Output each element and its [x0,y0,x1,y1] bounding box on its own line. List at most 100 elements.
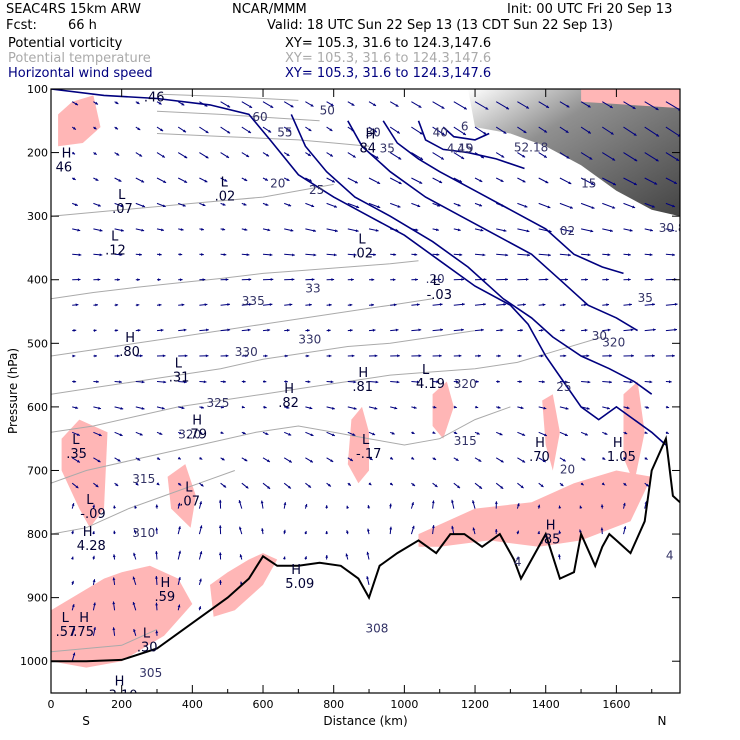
extremum-value: .07 [179,494,200,509]
wind-vector [453,278,465,281]
wind-vector [602,380,612,384]
extremum-marker: L.07 [179,480,200,509]
wind-vector-head [181,303,185,307]
wind-vector [538,152,548,159]
extremum-value: .31 [169,371,190,386]
wind-vector [284,328,290,332]
wind-vector-head [218,552,222,556]
wind-vector [156,228,165,232]
wind-vector [644,202,655,208]
theta-contour-310 [51,470,235,535]
wind-vector [453,482,461,489]
extremum-value: 3.10 [109,688,138,703]
extremum-kind: L [118,188,126,203]
wind-vector [538,303,546,307]
wind-vector [262,278,274,281]
wind-vector-head [565,407,569,410]
wind-vector [218,552,222,560]
wind-vector [474,228,484,232]
wind-vector-head [389,503,392,507]
wind-vector-head [479,179,483,182]
wind-vector-head [375,380,379,384]
wind-vector-head [239,554,243,558]
wind-vector [220,152,230,159]
wind-vector [114,228,124,232]
wind-vector [411,101,422,109]
wind-vector-head [132,576,136,580]
wind-vector-head [199,551,203,555]
wind-vector [474,328,484,332]
wind-vector-head [282,556,286,560]
wind-vector [474,405,479,409]
wind-vector-head [566,104,570,108]
wind-vector-head [304,504,308,507]
wind-vector [623,526,627,535]
wind-vector-head [97,459,101,463]
wind-vector-head [219,580,222,583]
wind-vector-head [347,482,351,486]
wind-vector [93,457,101,463]
center-label: NCAR/MMM [232,2,307,17]
wind-vector [559,177,572,185]
wind-vector-head [160,128,164,132]
wind-vector-head [624,431,628,435]
wind-vector [665,152,680,162]
wind-vector-head [476,431,480,435]
extremum-kind: L [433,274,441,289]
wind-vector-head [330,103,334,106]
field-name-pv: Potential vorticity [8,36,123,51]
wind-vector [453,202,461,207]
wind-vector [156,431,163,435]
wind-vector-head [590,229,594,233]
wind-vector [517,253,531,257]
wind-vector-head [591,182,594,185]
wind-vector-head [668,380,672,384]
wind-vector-head [309,459,313,463]
wind-vector [241,354,249,358]
wind-vector [241,126,252,134]
wind-vector-head [334,205,337,208]
extremum-kind: L [150,77,158,92]
wind-vector [71,151,76,155]
wind-vector-head [548,253,551,257]
wind-vector [178,354,188,358]
wind-vector-head [92,555,95,559]
wind-vector [623,177,638,186]
wind-vector-head [220,431,224,434]
wind-vector-head [374,406,378,410]
wind-vector [367,528,370,535]
wind-vector [623,303,632,306]
wind-vector [262,303,273,306]
extremum-value: .59 [155,590,176,605]
wind-vector-head [140,354,143,358]
wind-vector-head [201,253,204,256]
extremum-kind: H [291,563,301,578]
wind-vector [644,101,659,111]
wind-vector-head [269,253,273,257]
wind-vector-head [628,253,631,257]
wind-vector-head [463,106,467,110]
wind-vector [241,303,252,306]
extremum-marker: L.02 [352,233,373,262]
wind-vector [156,101,162,105]
wind-vector [451,499,455,509]
wind-vector-head [589,156,593,160]
contour-label: 30 [366,126,381,140]
wind-vector-head [113,530,116,534]
wind-vector-head [457,228,461,232]
wind-vector-head [345,553,349,557]
wind-vector [389,526,393,535]
wind-vector [389,152,402,160]
contour-label: 20 [270,177,285,191]
wind-vector [581,253,591,257]
contour-label: 330 [235,345,258,359]
wind-vector [496,303,507,306]
wind-vector [72,202,78,206]
wind-vector-head [389,482,393,486]
wind-vector [517,380,523,384]
wind-vector [92,504,96,509]
wind-vector-head [205,354,209,358]
wind-vector-head [330,459,334,462]
contour-label: 45 [457,142,472,156]
wind-vector [580,101,591,108]
